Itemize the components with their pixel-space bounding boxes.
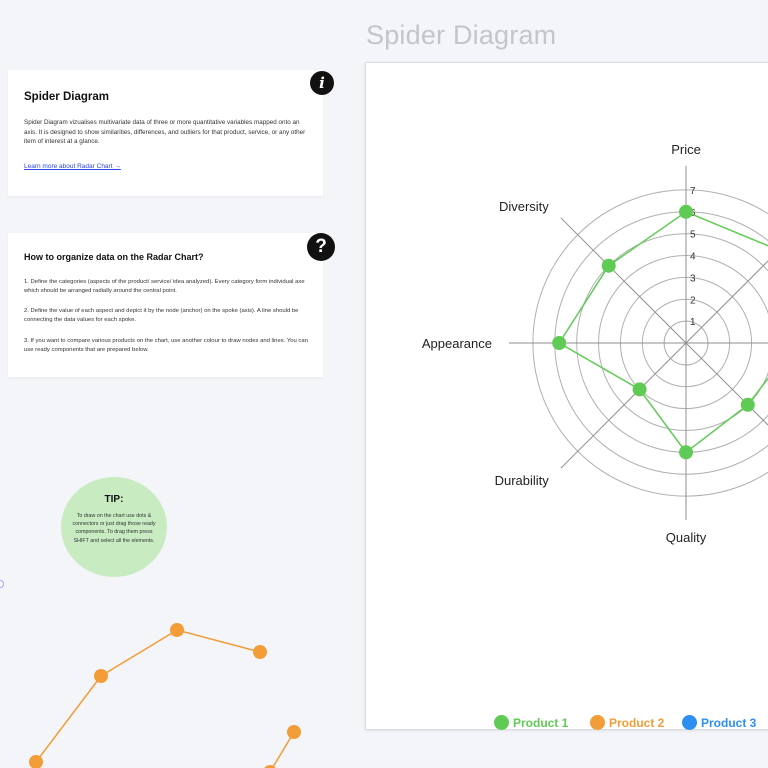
tip-body: To draw on the chart use dots & connecto… [72,513,156,544]
tip-title: TIP: [104,494,124,505]
tick-label: 5 [690,230,696,241]
series-point [632,382,647,397]
axis-spoke [685,342,768,426]
tick-label: 2 [690,295,696,306]
tick-label: 7 [690,186,696,197]
axis-spoke [685,260,768,344]
axis-spoke [560,342,687,469]
series-point [679,445,693,460]
anchor-dot[interactable] [94,669,108,683]
tick-label: 4 [690,252,696,263]
info-card-title: Spider Diagram [24,91,109,103]
axis-label: Durability [495,473,550,488]
help-icon[interactable]: ? [307,233,335,261]
legend-label-product3: Product 3 [701,716,757,730]
learn-more-link[interactable]: Learn more about Radar Chart → [24,163,121,170]
tick-label: 6 [690,208,696,219]
howto-card-title: How to organize data on the Radar Chart? [24,252,204,262]
axis-label: Price [671,142,701,157]
radar-chart: 1 2 3 4 5 6 7 Price Quality Durability Appearance D… [422,142,768,545]
product2-drawing[interactable] [0,600,340,768]
legend-label-product1: Product 1 [513,716,569,730]
series-point [679,204,693,219]
anchor-dot[interactable] [263,765,277,768]
tick-label: 3 [690,273,696,284]
legend-dot-product2 [590,715,605,730]
legend-dot-product1 [494,715,509,730]
connector-line[interactable] [270,731,295,768]
series-point [601,258,616,273]
connector-handle[interactable] [0,580,4,588]
connector-line[interactable] [35,629,261,763]
howto-step-3: 3. If you want to compare various produc… [24,338,308,353]
axis-label: Appearance [422,336,492,351]
howto-card: How to organize data on the Radar Chart?… [8,233,323,377]
howto-step-1: 1. Define the categories (aspects of the… [24,279,305,294]
anchor-dot[interactable] [170,623,184,637]
legend-dot-product3 [682,715,697,730]
axis-spoke [560,217,687,344]
anchor-dot[interactable] [253,645,267,659]
info-card-body: Spider Diagram vizualises multivariate d… [24,119,306,146]
radar-chart-card: 1 2 3 4 5 6 7 Price Quality Durability Appearance D… [365,62,768,730]
axis-label: Quality [666,530,707,545]
tick-label: 1 [690,317,696,328]
series-point [740,397,755,412]
tip-bubble[interactable]: TIP: To draw on the chart use dots & con… [61,477,167,577]
info-card: Spider Diagram Spider Diagram vizualises… [8,70,323,196]
legend-label-product2: Product 2 [609,716,665,730]
info-icon[interactable]: i [310,71,334,95]
series-point [552,336,567,350]
axis-label: Diversity [499,199,549,214]
anchor-dot[interactable] [29,755,43,768]
page-title: Spider Diagram [366,20,557,50]
howto-step-2: 2. Define the value of each aspect and d… [24,308,299,323]
anchor-dot[interactable] [287,725,301,739]
